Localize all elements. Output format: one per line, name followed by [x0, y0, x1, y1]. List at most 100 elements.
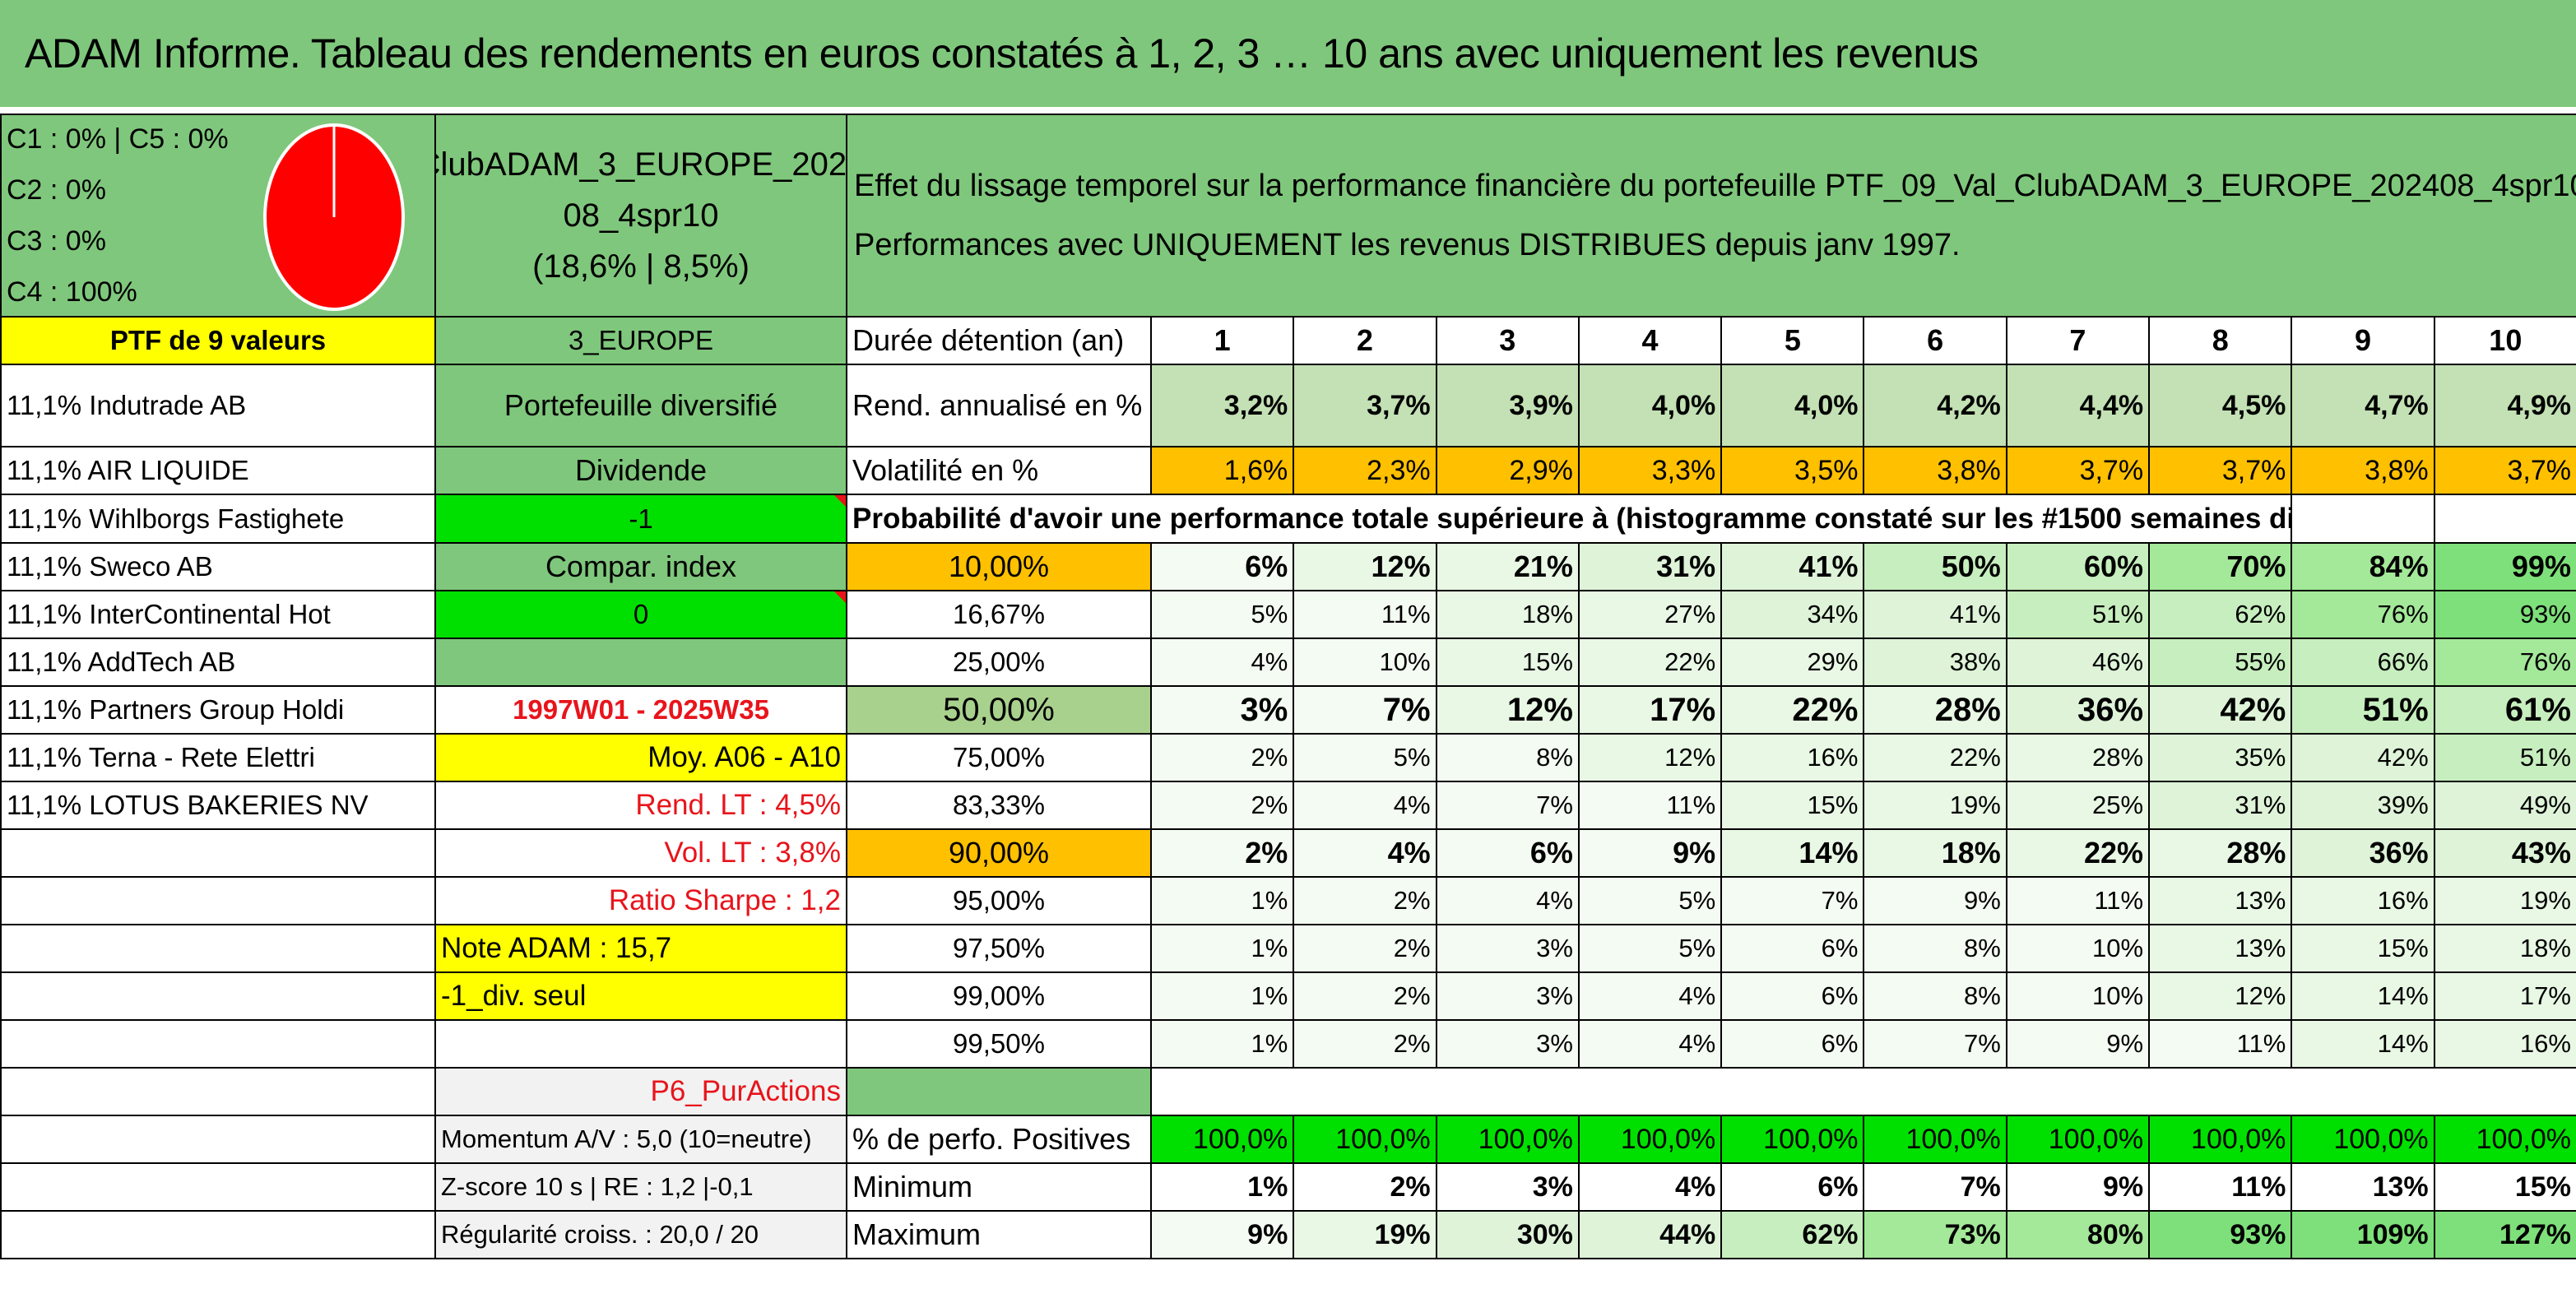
empty-green-cell [436, 639, 847, 687]
probability-value: 2% [1294, 1021, 1437, 1069]
rend-value: 4,0% [1579, 365, 1723, 447]
probability-threshold: 99,00% [847, 973, 1152, 1021]
vol-value: 3,7% [2434, 447, 2576, 495]
probability-value: 16% [1722, 735, 1865, 782]
probability-value: 16% [2434, 1021, 2576, 1069]
year-header: 1 [1152, 318, 1295, 365]
rend-value: 4,7% [2292, 365, 2435, 447]
probability-value: 50% [1864, 544, 2007, 591]
empty-cell [2, 973, 436, 1021]
positive-value: 100,0% [1437, 1116, 1580, 1164]
probability-value: 76% [2434, 639, 2576, 687]
empty-cell [436, 1021, 847, 1069]
probability-value: 7% [1437, 782, 1580, 830]
probability-value: 31% [2150, 782, 2293, 830]
empty-cell [2, 1164, 436, 1212]
rend-value: 3,2% [1152, 365, 1295, 447]
probability-threshold: 50,00% [847, 687, 1152, 735]
vol-lt-label: Vol. LT : 3,8% [436, 830, 847, 878]
rend-value: 4,2% [1864, 365, 2007, 447]
min-value: 2% [1294, 1164, 1437, 1212]
probability-value: 5% [1294, 735, 1437, 782]
page-title: ADAM Informe. Tableau des rendements en … [0, 0, 2576, 107]
div-seul-label: -1_div. seul [436, 973, 847, 1021]
probability-value: 3% [1437, 973, 1580, 1021]
probability-value: 4% [1579, 1021, 1723, 1069]
min-value: 7% [1864, 1164, 2007, 1212]
probability-value: 6% [1152, 544, 1295, 591]
holdings-header: PTF de 9 valeurs [2, 318, 436, 365]
probability-value: 2% [1294, 878, 1437, 925]
probability-value: 4% [1152, 639, 1295, 687]
probability-value: 93% [2434, 591, 2576, 639]
probability-value: 62% [2150, 591, 2293, 639]
probability-value: 5% [1579, 878, 1723, 925]
portfolio-name-line: 08_4spr10 [563, 197, 719, 234]
probability-header: Probabilité d'avoir une performance tota… [847, 495, 2293, 544]
pie-legend-item: C1 : 0% | C5 : 0% [7, 123, 229, 155]
probability-value: 10% [2007, 973, 2151, 1021]
vol-value: 3,8% [1864, 447, 2007, 495]
year-header: 7 [2007, 318, 2151, 365]
probability-value: 21% [1437, 544, 1580, 591]
region-label: 3_EUROPE [436, 318, 847, 365]
holding-item: 11,1% Terna - Rete Elettri [2, 735, 436, 782]
holding-item: 11,1% Partners Group Holdi [2, 687, 436, 735]
compar-index-label: Compar. index [436, 544, 847, 591]
max-value: 109% [2292, 1212, 2435, 1259]
empty-cell [2, 878, 436, 925]
probability-threshold: 83,33% [847, 782, 1152, 830]
holding-item: 11,1% AddTech AB [2, 639, 436, 687]
probability-value: 5% [1152, 591, 1295, 639]
probability-value: 36% [2292, 830, 2435, 878]
min-value: 3% [1437, 1164, 1580, 1212]
year-header: 3 [1437, 318, 1580, 365]
vol-value: 3,7% [2150, 447, 2293, 495]
probability-value: 49% [2434, 782, 2576, 830]
probability-value: 41% [1864, 591, 2007, 639]
probability-value: 46% [2007, 639, 2151, 687]
portfolio-stats: (18,6% | 8,5%) [532, 248, 750, 285]
rend-value: 4,4% [2007, 365, 2151, 447]
probability-value: 16% [2292, 878, 2435, 925]
probability-value: 2% [1152, 782, 1295, 830]
probability-value: 7% [1294, 687, 1437, 735]
description-line: Effet du lissage temporel sur la perform… [854, 169, 2576, 203]
min-value: 4% [1579, 1164, 1723, 1212]
empty-cell [2, 1116, 436, 1164]
year-header: 8 [2150, 318, 2293, 365]
duration-label: Durée détention (an) [847, 318, 1152, 365]
diversification-label: Portefeuille diversifié [436, 365, 847, 447]
min-value: 1% [1152, 1164, 1295, 1212]
probability-value: 51% [2434, 735, 2576, 782]
probability-value: 17% [1579, 687, 1723, 735]
probability-value: 4% [1294, 782, 1437, 830]
probability-value: 31% [1579, 544, 1723, 591]
year-header: 10 [2434, 318, 2576, 365]
probability-value: 4% [1437, 878, 1580, 925]
pie-legend-item: C2 : 0% [7, 174, 106, 206]
vol-value: 3,5% [1722, 447, 1865, 495]
probability-value: 2% [1294, 925, 1437, 973]
report-table: C1 : 0% | C5 : 0% C2 : 0% C3 : 0% C4 : 1… [0, 114, 2576, 1259]
probability-value: 27% [1579, 591, 1723, 639]
probability-value: 28% [1864, 687, 2007, 735]
holding-item: 11,1% LOTUS BAKERIES NV [2, 782, 436, 830]
probability-value: 6% [1722, 1021, 1865, 1069]
empty-cell [2, 1069, 436, 1116]
probability-value: 34% [1722, 591, 1865, 639]
regularite-label: Régularité croiss. : 20,0 / 20 [436, 1212, 847, 1259]
probability-value: 41% [1722, 544, 1865, 591]
probability-value: 3% [1437, 1021, 1580, 1069]
probability-value: 3% [1437, 925, 1580, 973]
probability-value: 9% [1864, 878, 2007, 925]
probability-value: 22% [1864, 735, 2007, 782]
empty-cell [2434, 495, 2576, 544]
max-value: 30% [1437, 1212, 1580, 1259]
max-value: 73% [1864, 1212, 2007, 1259]
probability-value: 19% [1864, 782, 2007, 830]
min-value: 9% [2007, 1164, 2151, 1212]
vol-label: Volatilité en % [847, 447, 1152, 495]
empty-cell [2, 1212, 436, 1259]
probability-value: 13% [2150, 925, 2293, 973]
